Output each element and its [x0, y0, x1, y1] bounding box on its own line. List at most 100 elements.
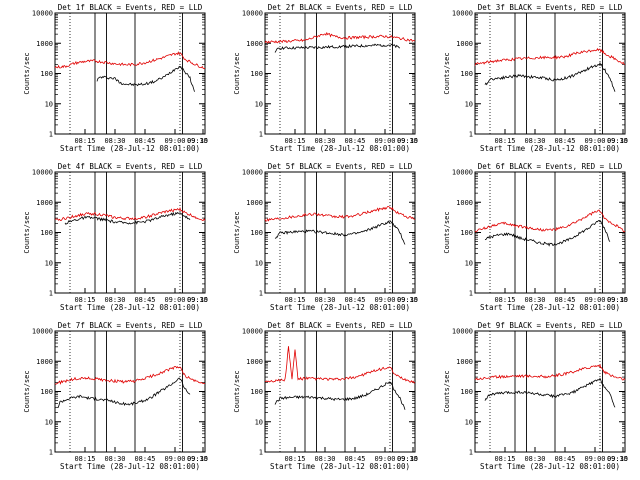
x-tick-label: 09:15	[187, 137, 208, 145]
x-tick-label: 09:30	[187, 455, 208, 463]
y-axis-label: Counts/sec	[23, 370, 31, 412]
y-tick-label: 10	[255, 259, 263, 267]
x-axis-label: Start Time (28-Jul-12 08:01:00)	[270, 144, 410, 153]
y-axis-label: Counts/sec	[443, 52, 451, 94]
x-tick-label: 09:30	[187, 296, 208, 304]
x-axis-label: Start Time (28-Jul-12 08:01:00)	[270, 462, 410, 471]
x-axis-label: Start Time (28-Jul-12 08:01:00)	[60, 144, 200, 153]
y-tick-label: 10000	[242, 328, 263, 336]
chart-panel: Det 3f BLACK = Events, RED = LLD 1 10 100 10…	[443, 3, 628, 153]
x-tick-label: 08:15	[74, 137, 95, 145]
x-tick-label: 08:30	[524, 296, 545, 304]
x-tick-label: 09:00	[164, 296, 185, 304]
y-tick-label: 1000	[246, 358, 263, 366]
chart-title: Det 1f BLACK = Events, RED = LLD	[58, 3, 203, 12]
y-tick-label: 1000	[456, 358, 473, 366]
chart-panel: Det 6f BLACK = Events, RED = LLD 1 10 100 10…	[443, 162, 628, 312]
y-tick-label: 10000	[242, 10, 263, 18]
events-series-line	[274, 43, 400, 53]
y-tick-label: 1000	[246, 199, 263, 207]
events-series-line	[484, 61, 616, 92]
y-tick-label: 1	[49, 449, 53, 457]
x-tick-label: 09:15	[397, 455, 418, 463]
y-tick-label: 1	[49, 131, 53, 139]
y-tick-label: 10	[255, 100, 263, 108]
chart-title: Det 8f BLACK = Events, RED = LLD	[268, 321, 413, 330]
y-tick-label: 100	[250, 70, 263, 78]
x-tick-label: 09:30	[607, 296, 628, 304]
lld-series-line	[474, 363, 626, 381]
y-tick-label: 10	[465, 259, 473, 267]
x-tick-label: 08:30	[104, 455, 125, 463]
y-tick-label: 10	[465, 100, 473, 108]
chart-panel: Det 9f BLACK = Events, RED = LLD 1 10 100 10…	[443, 321, 628, 471]
y-tick-label: 10	[255, 418, 263, 426]
events-series-line	[274, 381, 406, 410]
y-tick-label: 10000	[452, 328, 473, 336]
x-tick-label: 08:45	[554, 137, 575, 145]
x-tick-label: 08:45	[554, 455, 575, 463]
y-tick-label: 10000	[32, 169, 53, 177]
events-series-line	[274, 220, 406, 245]
events-series-line	[96, 65, 195, 92]
y-tick-label: 1	[469, 131, 473, 139]
y-tick-label: 1	[259, 290, 263, 298]
y-tick-label: 1	[259, 449, 263, 457]
y-tick-label: 100	[460, 388, 473, 396]
lld-series-line	[264, 346, 416, 384]
y-tick-label: 1000	[456, 199, 473, 207]
x-tick-label: 09:00	[584, 296, 605, 304]
x-tick-label: 09:00	[374, 137, 395, 145]
chart-panel: Det 7f BLACK = Events, RED = LLD 1 10 100 10…	[23, 321, 208, 471]
lld-series-line	[54, 365, 206, 385]
x-tick-label: 09:30	[397, 455, 418, 463]
y-tick-label: 10000	[452, 10, 473, 18]
y-tick-label: 100	[40, 388, 53, 396]
x-tick-label: 08:45	[344, 137, 365, 145]
y-tick-label: 1000	[36, 199, 53, 207]
y-tick-label: 100	[460, 229, 473, 237]
x-tick-label: 08:45	[344, 296, 365, 304]
chart-panel: Det 5f BLACK = Events, RED = LLD 1 10 100 10…	[233, 162, 418, 312]
lld-series-line	[54, 207, 206, 222]
lld-series-line	[474, 47, 626, 66]
lld-series-line	[54, 51, 206, 70]
x-tick-label: 08:45	[134, 296, 155, 304]
x-tick-label: 09:30	[607, 137, 628, 145]
y-tick-label: 1000	[36, 358, 53, 366]
chart-title: Det 7f BLACK = Events, RED = LLD	[58, 321, 203, 330]
y-tick-label: 100	[250, 229, 263, 237]
x-tick-label: 08:15	[74, 455, 95, 463]
x-tick-label: 09:00	[374, 296, 395, 304]
x-tick-label: 09:30	[397, 296, 418, 304]
x-tick-label: 09:15	[607, 455, 628, 463]
x-tick-label: 08:30	[104, 137, 125, 145]
y-tick-label: 10	[45, 100, 53, 108]
x-tick-label: 08:15	[284, 455, 305, 463]
chart-panel: Det 2f BLACK = Events, RED = LLD 1 10 100 10…	[233, 3, 418, 153]
chart-panel: Det 4f BLACK = Events, RED = LLD 1 10 100 10…	[23, 162, 208, 312]
x-tick-label: 09:00	[584, 137, 605, 145]
x-axis-label: Start Time (28-Jul-12 08:01:00)	[480, 144, 620, 153]
y-tick-label: 10	[45, 259, 53, 267]
x-tick-label: 09:15	[187, 296, 208, 304]
y-axis-label: Counts/sec	[443, 370, 451, 412]
x-tick-label: 08:30	[104, 296, 125, 304]
y-tick-label: 100	[40, 229, 53, 237]
x-tick-label: 08:30	[524, 455, 545, 463]
y-tick-label: 100	[250, 388, 263, 396]
chart-panel: Det 8f BLACK = Events, RED = LLD 1 10 100 10…	[233, 321, 418, 471]
x-tick-label: 09:15	[397, 296, 418, 304]
x-axis-label: Start Time (28-Jul-12 08:01:00)	[60, 462, 200, 471]
x-tick-label: 09:15	[397, 137, 418, 145]
x-tick-label: 08:15	[494, 137, 515, 145]
x-axis-label: Start Time (28-Jul-12 08:01:00)	[270, 303, 410, 312]
x-tick-label: 09:15	[187, 455, 208, 463]
x-tick-label: 08:30	[314, 137, 335, 145]
y-tick-label: 100	[460, 70, 473, 78]
y-axis-label: Counts/sec	[233, 370, 241, 412]
y-tick-label: 10000	[32, 10, 53, 18]
x-tick-label: 09:00	[584, 455, 605, 463]
x-tick-label: 08:45	[134, 455, 155, 463]
